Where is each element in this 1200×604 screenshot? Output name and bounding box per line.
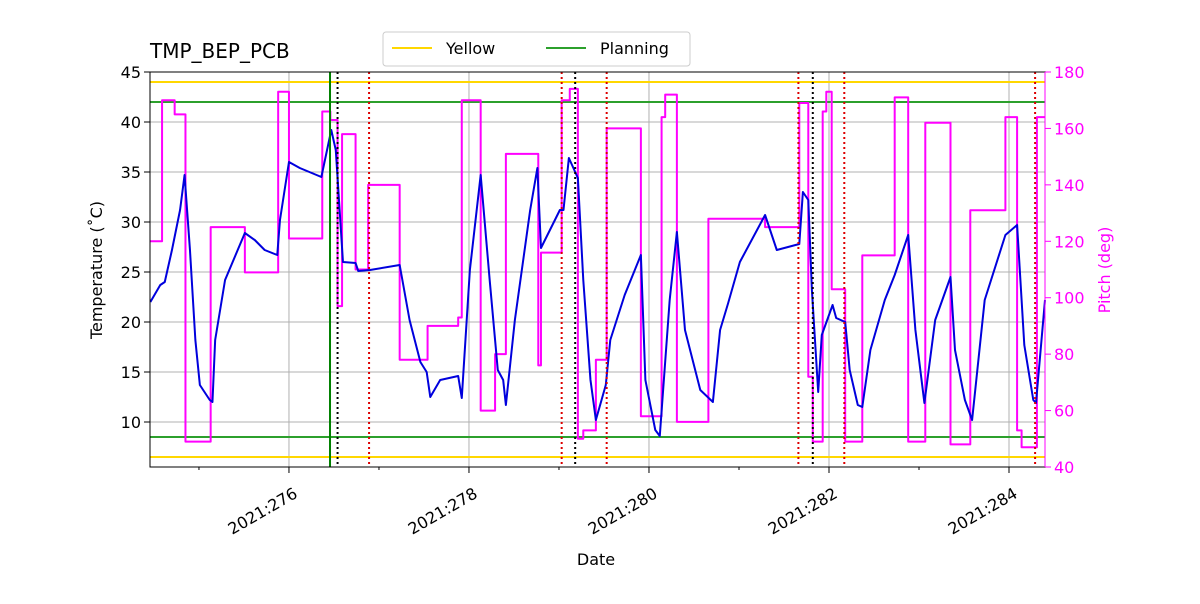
legend: Yellow Planning	[382, 31, 691, 67]
y-tick-label: 35	[121, 163, 141, 182]
y-axis-label: Temperature (˚C)	[87, 201, 106, 340]
y2-tick-label: 180	[1054, 63, 1085, 82]
y-tick-label: 10	[121, 413, 141, 432]
y-tick-label: 40	[121, 113, 141, 132]
y-tick-label: 20	[121, 313, 141, 332]
x-axis-label: Date	[577, 550, 615, 569]
y-tick-label: 15	[121, 363, 141, 382]
y2-axis-label: Pitch (deg)	[1095, 227, 1114, 314]
legend-label: Planning	[600, 39, 669, 58]
y2-tick-label: 140	[1054, 176, 1085, 195]
y2-tick-label: 120	[1054, 232, 1085, 251]
y2-tick-label: 40	[1054, 458, 1074, 477]
y-tick-label: 25	[121, 263, 141, 282]
x-tick-label: 2021:284	[945, 484, 1021, 539]
y2-tick-label: 80	[1054, 345, 1074, 364]
temperature-line	[149, 129, 1046, 437]
y-tick-label: 30	[121, 213, 141, 232]
y2-tick-label: 60	[1054, 402, 1074, 421]
y2-tick-label: 100	[1054, 289, 1085, 308]
x-tick-label: 2021:278	[405, 484, 481, 539]
x-tick-label: 2021:282	[765, 484, 841, 539]
y-tick-label: 45	[121, 63, 141, 82]
legend-box	[382, 31, 691, 67]
x-tick-label: 2021:280	[585, 484, 661, 539]
legend-label: Yellow	[445, 39, 495, 58]
y2-tick-label: 160	[1054, 119, 1085, 138]
chart-title: TMP_BEP_PCB	[149, 39, 290, 63]
x-tick-label: 2021:276	[225, 484, 301, 539]
